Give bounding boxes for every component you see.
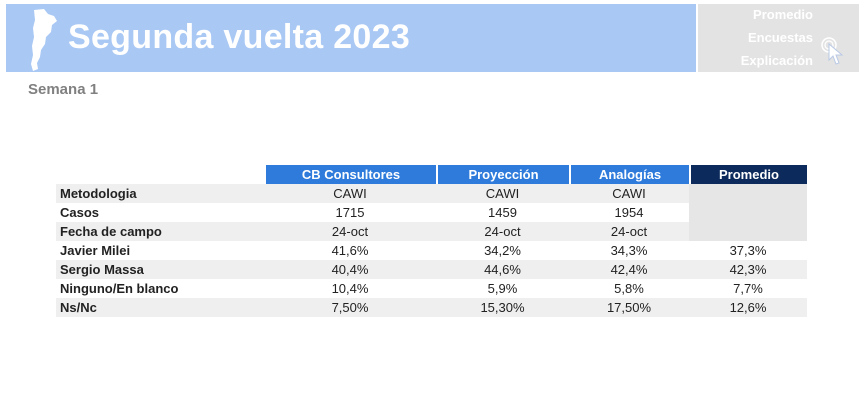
cell: 7,7% xyxy=(689,279,807,298)
table-corner xyxy=(56,165,264,184)
row-label: Ninguno/En blanco xyxy=(56,279,264,298)
row-label: Fecha de campo xyxy=(56,222,264,241)
cell: 7,50% xyxy=(264,298,436,317)
cell: 17,50% xyxy=(569,298,689,317)
cell: 15,30% xyxy=(436,298,569,317)
cell: 5,9% xyxy=(436,279,569,298)
cell: 1459 xyxy=(436,203,569,222)
row-label: Casos xyxy=(56,203,264,222)
cell: 42,3% xyxy=(689,260,807,279)
column-header-proyeccion: Proyección xyxy=(436,165,569,184)
cell: 40,4% xyxy=(264,260,436,279)
row-label: Ns/Nc xyxy=(56,298,264,317)
table-row: Javier Milei 41,6% 34,2% 34,3% 37,3% xyxy=(56,241,807,260)
table-header-row: CB Consultores Proyección Analogías Prom… xyxy=(56,165,807,184)
cell xyxy=(689,222,807,241)
table-row: Ninguno/En blanco 10,4% 5,9% 5,8% 7,7% xyxy=(56,279,807,298)
cell xyxy=(689,203,807,222)
cell: 5,8% xyxy=(569,279,689,298)
cell: 1715 xyxy=(264,203,436,222)
table-row: Sergio Massa 40,4% 44,6% 42,4% 42,3% xyxy=(56,260,807,279)
page-title: Segunda vuelta 2023 xyxy=(68,18,411,56)
cell: 34,3% xyxy=(569,241,689,260)
table-row: Ns/Nc 7,50% 15,30% 17,50% 12,6% xyxy=(56,298,807,317)
cell: 10,4% xyxy=(264,279,436,298)
cell: 24-oct xyxy=(436,222,569,241)
cell: 44,6% xyxy=(436,260,569,279)
cell: 1954 xyxy=(569,203,689,222)
column-header-promedio: Promedio xyxy=(689,165,807,184)
column-header-cb-consultores: CB Consultores xyxy=(264,165,436,184)
cell: 42,4% xyxy=(569,260,689,279)
header-banner: Segunda vuelta 2023 xyxy=(6,4,696,72)
week-label: Semana 1 xyxy=(28,81,99,98)
hand-cursor-icon xyxy=(821,37,844,65)
poll-table: CB Consultores Proyección Analogías Prom… xyxy=(56,165,807,317)
cell: CAWI xyxy=(569,184,689,203)
row-label: Metodologia xyxy=(56,184,264,203)
argentina-map-icon xyxy=(31,9,57,71)
cell: CAWI xyxy=(436,184,569,203)
cell: 24-oct xyxy=(569,222,689,241)
cell: 37,3% xyxy=(689,241,807,260)
table-row: Metodologia CAWI CAWI CAWI xyxy=(56,184,807,203)
row-label: Javier Milei xyxy=(56,241,264,260)
cell: 41,6% xyxy=(264,241,436,260)
column-header-analogias: Analogías xyxy=(569,165,689,184)
nav-panel: Promedio Encuestas Explicación xyxy=(698,4,859,72)
cell: CAWI xyxy=(264,184,436,203)
table-row: Fecha de campo 24-oct 24-oct 24-oct xyxy=(56,222,807,241)
cell: 24-oct xyxy=(264,222,436,241)
cell: 12,6% xyxy=(689,298,807,317)
nav-item-promedio[interactable]: Promedio xyxy=(753,7,813,22)
row-label: Sergio Massa xyxy=(56,260,264,279)
nav-item-explicacion[interactable]: Explicación xyxy=(740,53,813,68)
cell: 34,2% xyxy=(436,241,569,260)
cell xyxy=(689,184,807,203)
table-row: Casos 1715 1459 1954 xyxy=(56,203,807,222)
nav-item-encuestas[interactable]: Encuestas xyxy=(747,30,813,45)
